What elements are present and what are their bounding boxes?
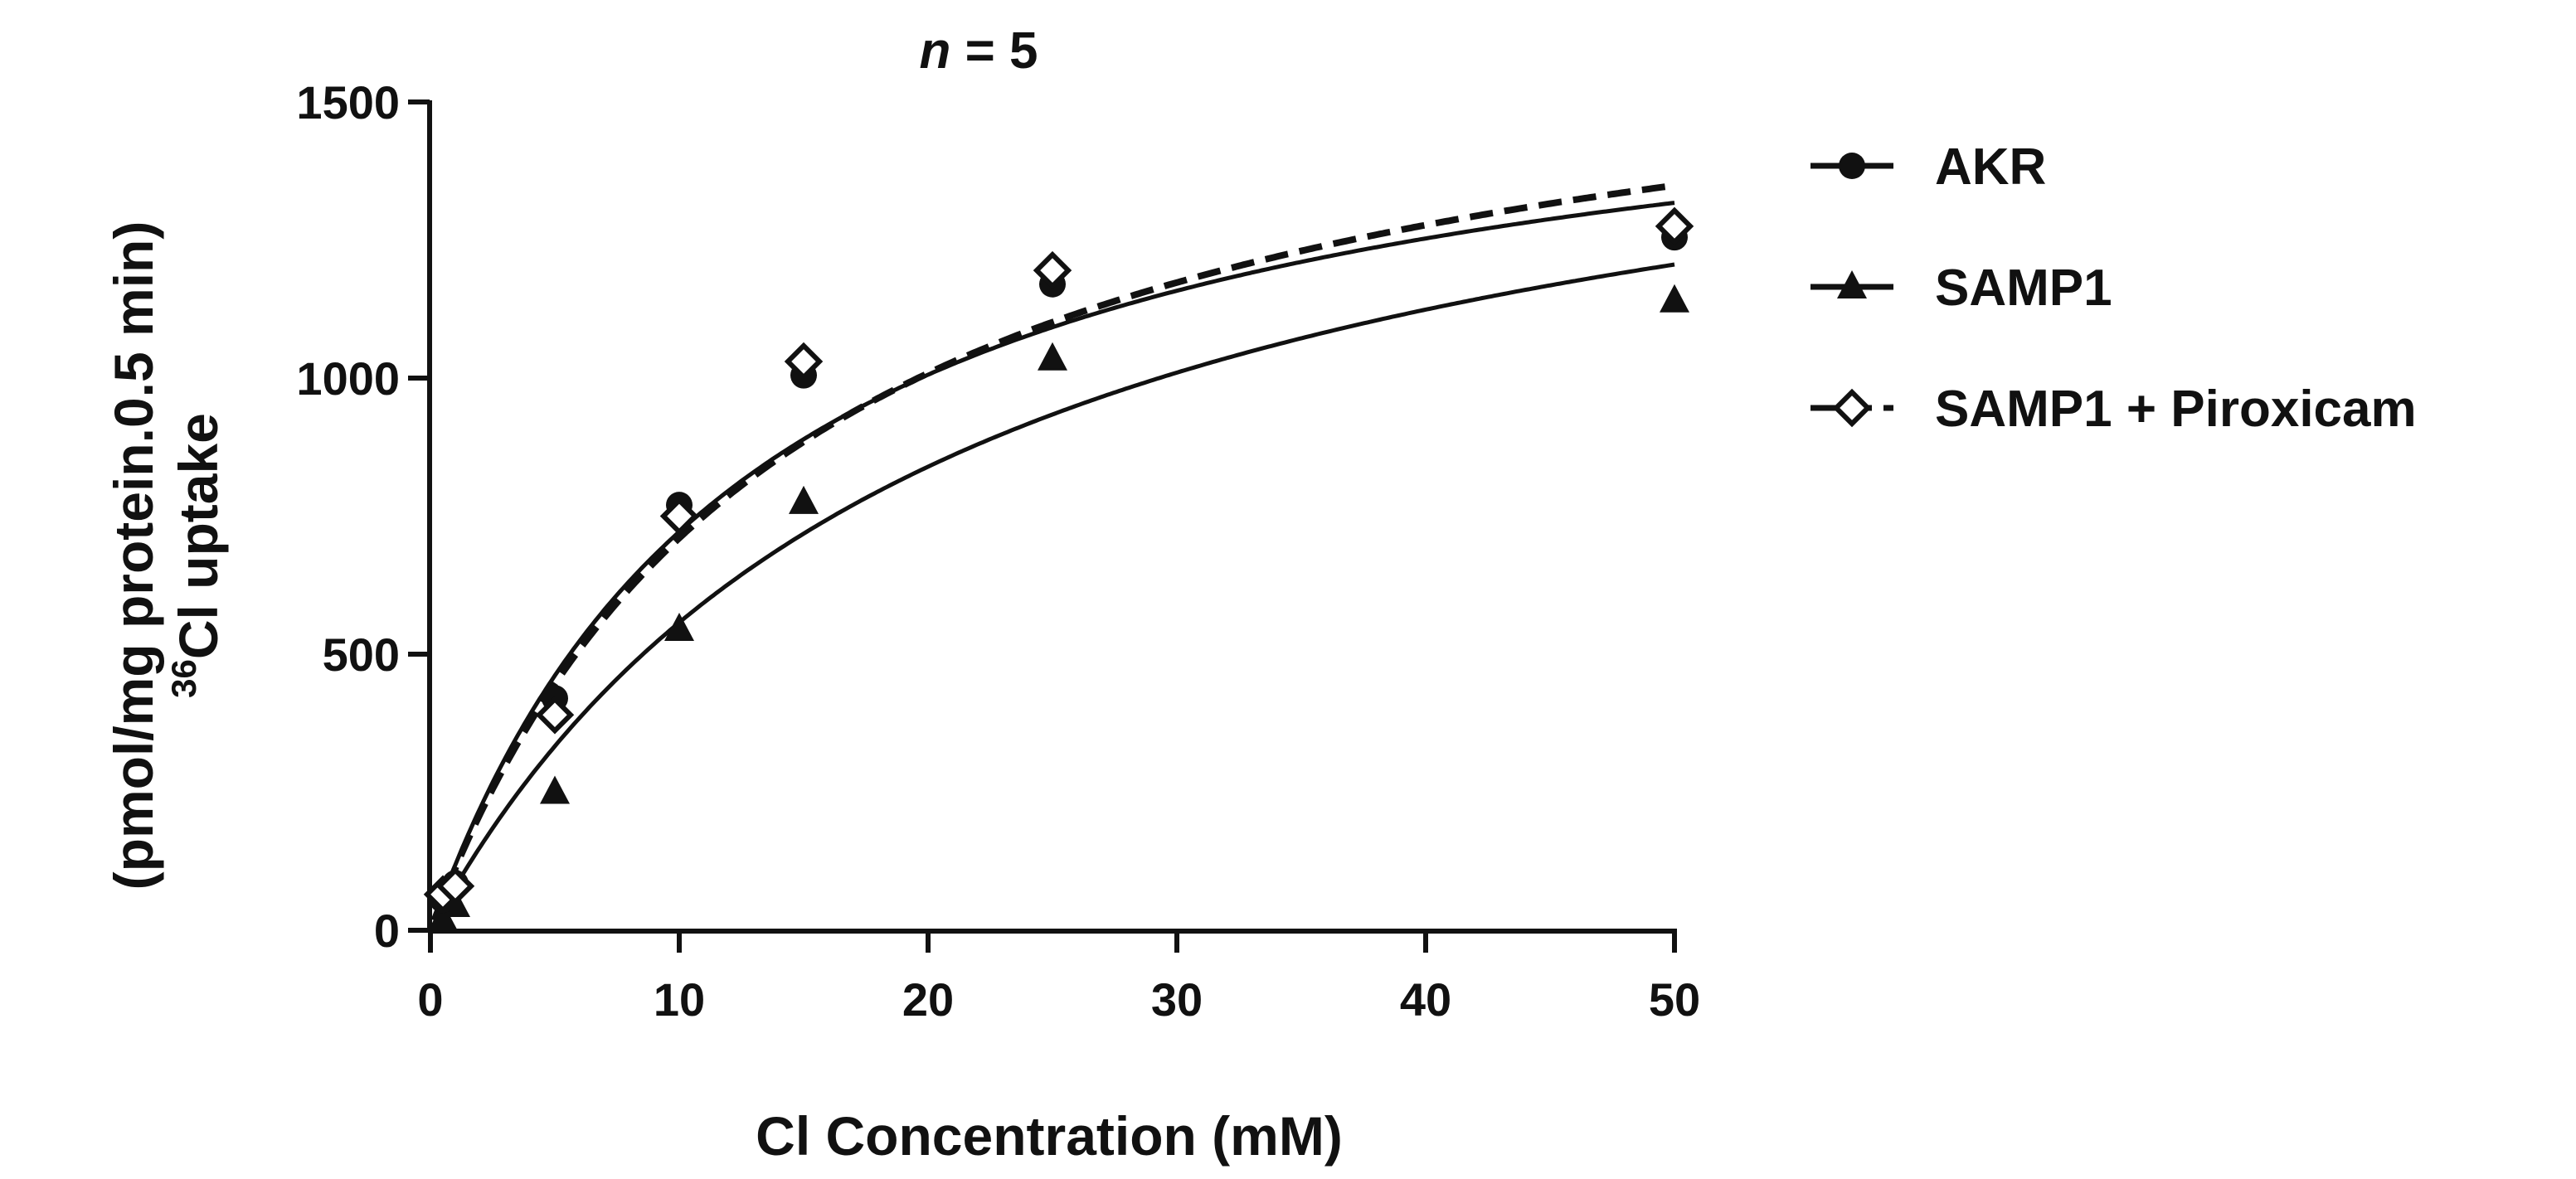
x-tick-label: 30 [1151, 973, 1203, 1026]
chart-title-rest: = 5 [950, 22, 1038, 80]
fit-curve-samp1 [432, 262, 1675, 924]
data-point-samp1-piroxicam [1033, 250, 1072, 290]
data-markers [423, 206, 1694, 931]
data-point-samp1 [1660, 284, 1689, 313]
legend-marker [1839, 153, 1865, 179]
x-tick-label: 40 [1400, 973, 1451, 1026]
data-point-samp1-piroxicam [1655, 206, 1694, 246]
y-axis-title-line1: 36Cl uptake [164, 413, 229, 698]
y-tick-label: 0 [374, 905, 400, 957]
y-axis-title-text: Cl uptake [168, 413, 229, 659]
legend: AKR SAMP1 SAMP1 + Piroxicam [1810, 138, 2417, 438]
data-point-samp1-piroxicam [435, 866, 475, 905]
chart-title-n: n [919, 22, 950, 80]
legend-label: AKR [1935, 138, 2046, 196]
y-axis-title-superscript: 36 [164, 659, 203, 698]
legend-label: SAMP1 [1935, 260, 2112, 317]
data-point-samp1-piroxicam [659, 497, 699, 536]
legend-item: SAMP1 [1810, 260, 2112, 317]
data-point-samp1-piroxicam [784, 342, 824, 381]
y-tick-label: 500 [323, 628, 400, 681]
y-tick-label: 1500 [296, 76, 400, 129]
x-tick-label: 20 [902, 973, 954, 1026]
chart-title: n = 5 [919, 22, 1038, 80]
data-point-samp1 [540, 775, 570, 804]
y-axis-title-line2: (pmol/mg protein.0.5 min) [103, 221, 164, 890]
data-point-samp1 [1038, 342, 1067, 371]
fit-curves [430, 182, 1675, 924]
data-point-samp1-piroxicam [535, 696, 575, 735]
data-point-samp1 [789, 485, 819, 514]
legend-item: AKR [1810, 138, 2046, 196]
legend-marker [1837, 270, 1867, 298]
axes: 0 500 1000 1500 0 10 20 30 40 50 [296, 76, 1700, 1026]
fit-curve-samp1-piroxicam [430, 182, 1675, 922]
fit-curve-akr [432, 201, 1675, 921]
y-axis-title: 36Cl uptake (pmol/mg protein.0.5 min) [103, 221, 229, 890]
legend-marker [1832, 388, 1872, 428]
x-axis-title: Cl Concentration (mM) [756, 1105, 1343, 1167]
x-tick-label: 10 [654, 973, 705, 1026]
x-tick-label: 0 [417, 973, 443, 1026]
legend-item: SAMP1 + Piroxicam [1810, 381, 2417, 438]
data-point-samp1 [664, 613, 694, 642]
x-tick-label: 50 [1649, 973, 1700, 1026]
y-tick-label: 1000 [296, 352, 400, 405]
legend-label: SAMP1 + Piroxicam [1935, 381, 2417, 438]
